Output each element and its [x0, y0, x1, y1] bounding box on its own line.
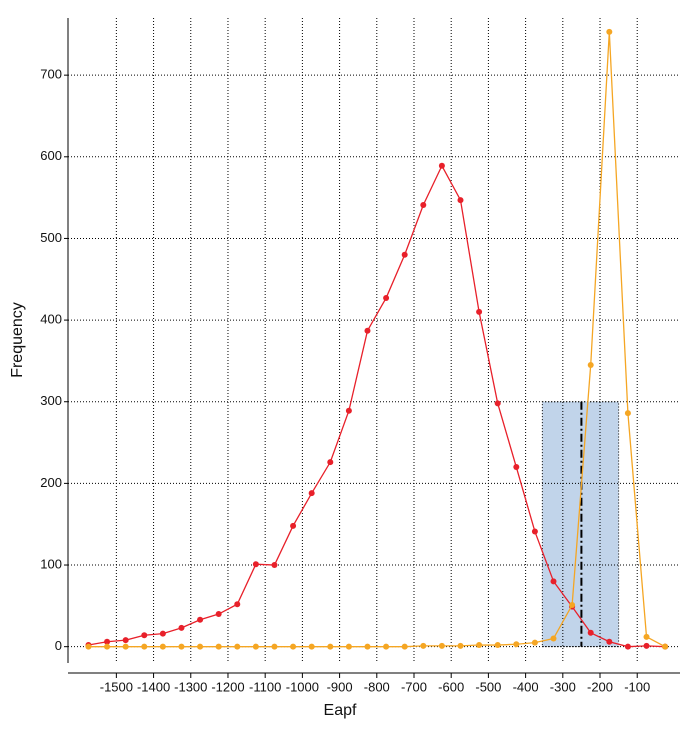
x-tick-label: -1000 [286, 679, 319, 694]
y-tick-label: 400 [40, 312, 62, 327]
data-point [383, 295, 390, 302]
data-point [197, 616, 204, 623]
data-point [327, 459, 334, 466]
data-point [85, 643, 92, 650]
x-tick-label: -1400 [137, 679, 170, 694]
data-point [215, 611, 222, 618]
data-point [215, 643, 222, 650]
y-tick-label: 0 [55, 638, 62, 653]
data-point [401, 251, 408, 258]
data-point [513, 464, 520, 471]
data-point [159, 630, 166, 637]
data-point [494, 400, 501, 407]
series-line [88, 31, 666, 648]
x-tick-label: -900 [327, 679, 353, 694]
data-point [550, 578, 557, 585]
data-point [643, 642, 650, 649]
data-point [234, 643, 241, 650]
data-point [457, 642, 464, 649]
data-point [252, 561, 259, 568]
data-point [438, 162, 445, 169]
x-tick-label: -600 [438, 679, 464, 694]
data-point [122, 643, 129, 650]
y-tick-label: 300 [40, 393, 62, 408]
data-point [271, 643, 278, 650]
data-point [141, 632, 148, 639]
y-tick-label: 500 [40, 230, 62, 245]
x-tick-label: -500 [475, 679, 501, 694]
data-point [271, 562, 278, 569]
data-point [420, 642, 427, 649]
x-tick-label: -1300 [174, 679, 207, 694]
x-tick-label: -1500 [100, 679, 133, 694]
data-point [234, 601, 241, 608]
series-line [88, 164, 666, 648]
data-point [531, 528, 538, 535]
data-point [104, 638, 111, 645]
data-point [476, 642, 483, 649]
y-tick-label: 600 [40, 148, 62, 163]
x-tick-label: -300 [550, 679, 576, 694]
data-point [401, 643, 408, 650]
data-point [569, 602, 576, 609]
y-tick-label: 100 [40, 556, 62, 571]
data-point [345, 407, 352, 414]
x-axis-label: Eapf [324, 702, 357, 719]
data-point [308, 490, 315, 497]
data-point [252, 643, 259, 650]
data-point [643, 633, 650, 640]
data-point [141, 643, 148, 650]
y-tick-label: 200 [40, 475, 62, 490]
data-point [606, 638, 613, 645]
x-tick-label: -1200 [211, 679, 244, 694]
data-point [327, 643, 334, 650]
data-point [178, 624, 185, 631]
data-point [290, 522, 297, 529]
data-point [662, 643, 669, 650]
y-axis-label: Frequency [9, 302, 26, 378]
data-point [345, 643, 352, 650]
data-point [197, 643, 204, 650]
data-point [178, 643, 185, 650]
data-point [513, 641, 520, 648]
x-tick-label: -800 [364, 679, 390, 694]
x-tick-label: -200 [587, 679, 613, 694]
data-point [104, 643, 111, 650]
data-point [364, 327, 371, 334]
data-point [159, 643, 166, 650]
data-point [550, 635, 557, 642]
data-point [606, 28, 613, 35]
data-point [438, 642, 445, 649]
x-tick-label: -700 [401, 679, 427, 694]
data-point [587, 629, 594, 636]
data-point [383, 643, 390, 650]
x-tick-label: -400 [513, 679, 539, 694]
data-point [457, 197, 464, 204]
data-point [122, 637, 129, 644]
data-point [624, 410, 631, 417]
data-point [494, 642, 501, 649]
x-tick-label: -1100 [249, 679, 281, 694]
data-point [476, 308, 483, 315]
data-point [290, 643, 297, 650]
data-point [587, 361, 594, 368]
data-point [420, 201, 427, 208]
data-point [364, 643, 371, 650]
data-point [624, 643, 631, 650]
data-point [531, 639, 538, 646]
y-tick-label: 700 [40, 67, 62, 82]
x-tick-label: -100 [624, 679, 650, 694]
data-point [308, 643, 315, 650]
